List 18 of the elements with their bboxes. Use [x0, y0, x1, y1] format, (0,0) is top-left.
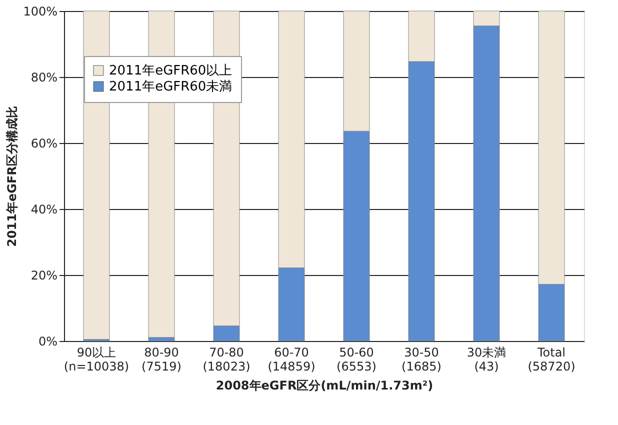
legend-label: 2011年eGFR60以上 — [109, 64, 232, 78]
x-tick-label: 70-80 (18023) — [202, 346, 250, 374]
y-tick-label: 100% — [23, 4, 58, 18]
x-tick-label: Total (58720) — [528, 346, 576, 374]
y-tick-label: 40% — [30, 202, 58, 216]
x-tick-label: 30未満 (43) — [466, 346, 506, 374]
x-tick-label: 30-50 (1685) — [402, 346, 442, 374]
x-tick-label: 90以上 (n=10038) — [64, 346, 130, 374]
x-axis-title: 2008年eGFR区分(mL/min/1.73m²) — [216, 378, 434, 392]
y-tick-label: 0% — [38, 334, 58, 348]
y-tick-label: 60% — [30, 136, 58, 150]
legend-label: 2011年eGFR60未満 — [109, 80, 232, 94]
y-axis-title: 2011年eGFR区分構成比 — [5, 106, 20, 247]
y-tick-label: 80% — [30, 70, 58, 84]
x-tick-label: 80-90 (7519) — [142, 346, 182, 374]
x-tick-label: 60-70 (14859) — [268, 346, 316, 374]
x-tick-label: 50-60 (6553) — [336, 346, 376, 374]
y-tick-label: 20% — [30, 268, 58, 282]
